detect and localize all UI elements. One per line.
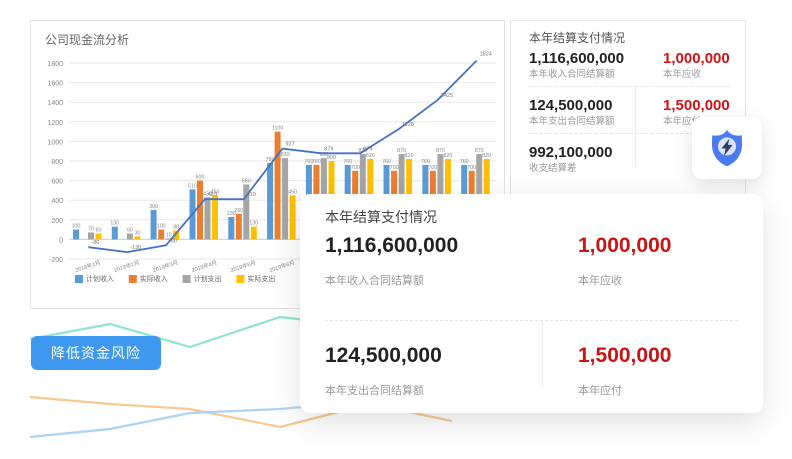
svg-text:-200: -200 (49, 257, 63, 264)
svg-text:400: 400 (51, 198, 63, 205)
svg-text:700: 700 (467, 165, 476, 171)
svg-text:510: 510 (188, 183, 197, 189)
svg-text:60: 60 (127, 228, 133, 234)
svg-text:0: 0 (59, 237, 63, 244)
svg-text:2019年6月: 2019年6月 (268, 258, 295, 274)
svg-text:410: 410 (208, 192, 217, 198)
svg-text:100: 100 (157, 224, 166, 230)
svg-text:-130: -130 (130, 245, 141, 251)
svg-text:计划收入: 计划收入 (86, 274, 114, 283)
svg-text:130: 130 (110, 221, 119, 227)
svg-text:1200: 1200 (47, 120, 63, 127)
svg-text:1824: 1824 (480, 52, 492, 58)
svg-text:410: 410 (247, 192, 256, 198)
svg-text:2019年4月: 2019年4月 (191, 258, 218, 274)
svg-text:300: 300 (149, 204, 158, 210)
svg-text:879: 879 (363, 146, 372, 152)
svg-text:70: 70 (88, 227, 94, 233)
svg-text:800: 800 (51, 159, 63, 166)
svg-text:820: 820 (405, 153, 414, 159)
svg-text:计划支出: 计划支出 (194, 274, 222, 283)
svg-text:100: 100 (72, 224, 81, 230)
svg-text:2019年2月: 2019年2月 (113, 258, 140, 274)
svg-text:200: 200 (51, 218, 63, 225)
svg-text:2019年1月: 2019年1月 (74, 258, 101, 274)
svg-text:820: 820 (443, 153, 452, 159)
svg-text:2019年3月: 2019年3月 (152, 258, 179, 274)
svg-text:2019年5月: 2019年5月 (229, 258, 256, 274)
svg-text:560: 560 (242, 179, 251, 185)
svg-text:820: 820 (482, 153, 491, 159)
svg-text:1600: 1600 (47, 81, 63, 88)
svg-text:830: 830 (281, 152, 290, 158)
svg-text:60: 60 (96, 228, 102, 234)
svg-text:450: 450 (288, 189, 297, 195)
svg-text:实际收入: 实际收入 (140, 274, 168, 283)
svg-text:实际支出: 实际支出 (247, 274, 275, 283)
svg-text:1800: 1800 (47, 61, 63, 68)
svg-text:-60: -60 (169, 238, 177, 244)
svg-text:130: 130 (249, 221, 258, 227)
svg-text:260: 260 (234, 208, 243, 214)
svg-text:30: 30 (134, 231, 140, 237)
svg-text:700: 700 (351, 165, 360, 171)
svg-text:1128: 1128 (402, 122, 414, 128)
svg-text:700: 700 (428, 165, 437, 171)
svg-text:-80: -80 (91, 240, 99, 246)
svg-text:1100: 1100 (272, 126, 283, 132)
svg-text:800: 800 (327, 155, 336, 161)
svg-text:1400: 1400 (47, 100, 63, 107)
svg-text:879: 879 (324, 146, 333, 152)
svg-text:927: 927 (286, 142, 295, 148)
svg-text:600: 600 (196, 175, 205, 181)
svg-text:1000: 1000 (47, 139, 63, 146)
svg-text:820: 820 (366, 153, 375, 159)
svg-text:700: 700 (390, 165, 399, 171)
svg-text:600: 600 (51, 179, 63, 186)
svg-text:1425: 1425 (441, 93, 453, 99)
svg-text:760: 760 (312, 159, 321, 165)
